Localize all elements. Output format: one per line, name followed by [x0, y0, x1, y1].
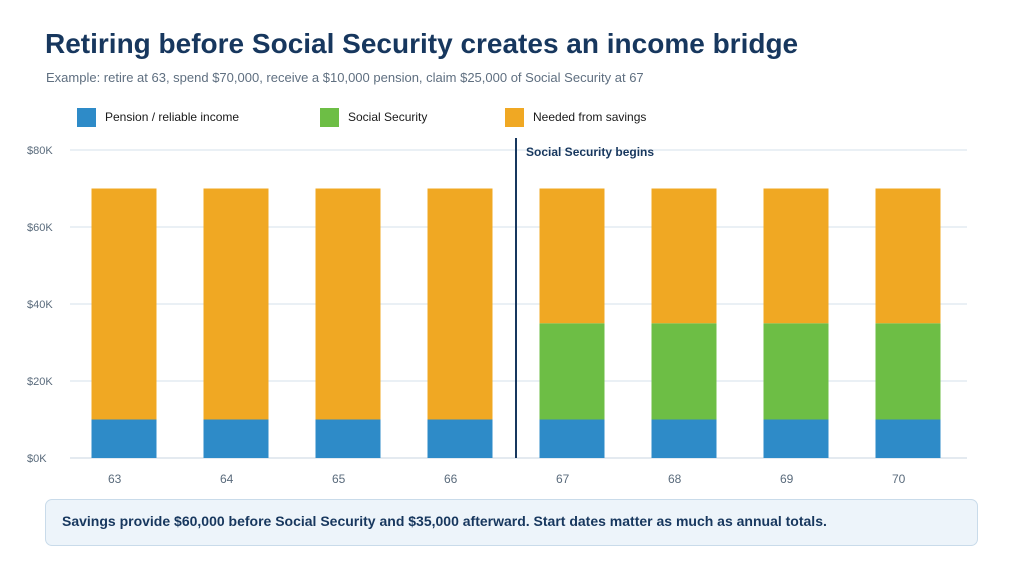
bar-segment-savings: [651, 188, 717, 324]
bar-segment-pension: [651, 419, 717, 458]
legend-swatch-pension: [77, 107, 96, 127]
legend-label-pension: Pension / reliable income: [105, 110, 240, 124]
legend-swatch-savings: [505, 107, 524, 127]
bar-segment-pension: [315, 419, 381, 458]
x-tick-label: 67: [556, 472, 570, 486]
bar-segment-savings: [203, 188, 269, 420]
x-tick-label: 64: [220, 472, 234, 486]
bar-segment-savings: [427, 188, 493, 420]
bar-segment-savings: [315, 188, 381, 420]
legend-item-social-security: Social Security: [320, 107, 427, 127]
legend-item-pension: Pension / reliable income: [77, 107, 239, 127]
legend-item-savings: Needed from savings: [505, 107, 646, 127]
x-tick-label: 70: [892, 472, 906, 486]
bar-segment-savings: [539, 188, 605, 324]
legend-swatch-social-security: [320, 107, 339, 127]
x-tick-label: 69: [780, 472, 794, 486]
x-tick-label: 68: [668, 472, 682, 486]
bar-segment-pension: [763, 419, 829, 458]
y-tick-label: $20K: [27, 376, 53, 388]
y-tick-label: $0K: [27, 453, 47, 465]
legend-label-savings: Needed from savings: [533, 110, 647, 124]
legend-label-social-security: Social Security: [348, 110, 428, 124]
bar-segment-pension: [91, 419, 157, 458]
summary-callout-text: Savings provide $60,000 before Social Se…: [62, 513, 827, 529]
summary-callout: Savings provide $60,000 before Social Se…: [45, 499, 978, 546]
bar-segment-pension: [875, 419, 941, 458]
bar-segment-savings: [875, 188, 941, 324]
x-tick-label: 66: [444, 472, 458, 486]
chart-title: Retiring before Social Security creates …: [45, 28, 799, 59]
bar-segment-social-security: [875, 323, 941, 420]
bar-segment-pension: [539, 419, 605, 458]
bar-segment-pension: [427, 419, 493, 458]
y-tick-label: $40K: [27, 299, 53, 311]
bar-segment-social-security: [651, 323, 717, 420]
bar-segment-social-security: [763, 323, 829, 420]
y-tick-label: $60K: [27, 222, 53, 234]
bar-segment-savings: [763, 188, 829, 324]
y-tick-label: $80K: [27, 145, 53, 157]
annotation-label: Social Security begins: [526, 145, 654, 159]
bar-segment-savings: [91, 188, 157, 420]
bar-segment-social-security: [539, 323, 605, 420]
x-tick-label: 63: [108, 472, 122, 486]
bar-segment-pension: [203, 419, 269, 458]
chart-subtitle: Example: retire at 63, spend $70,000, re…: [46, 70, 644, 85]
x-tick-label: 65: [332, 472, 346, 486]
